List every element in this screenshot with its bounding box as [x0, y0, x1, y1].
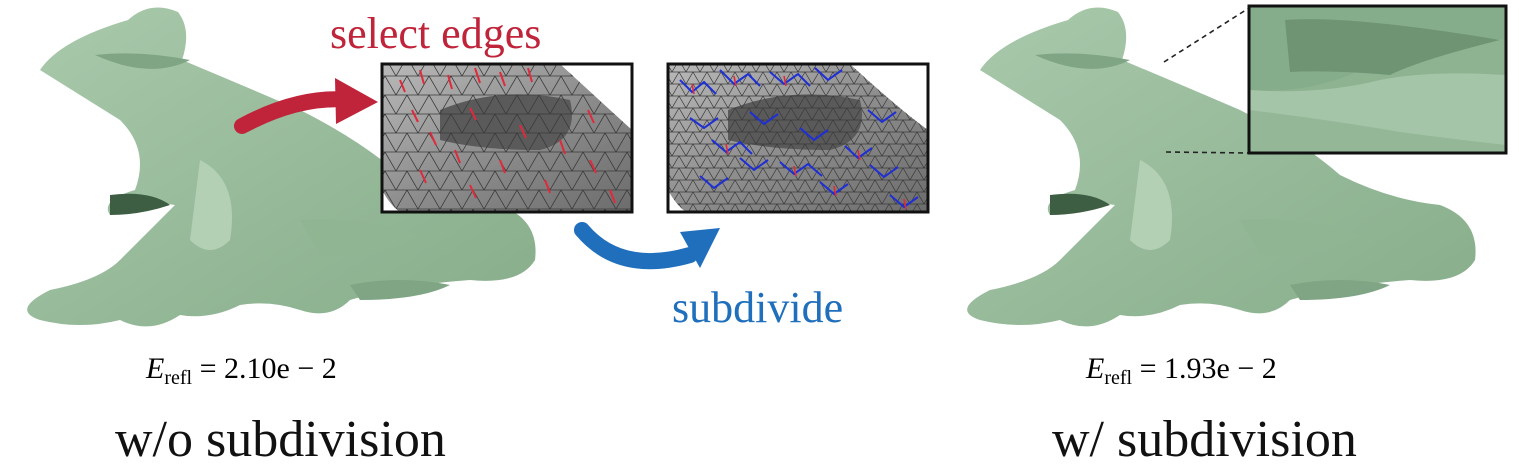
- select-edges-label: select edges: [330, 9, 542, 58]
- error-right: Erefl = 1.93e − 2: [1086, 352, 1277, 390]
- mesh-panel-selected: [380, 62, 634, 214]
- zoom-inset: [1247, 4, 1508, 155]
- select-arrowhead-icon: [335, 78, 378, 124]
- frog-left: [27, 7, 536, 327]
- frog-right: [967, 7, 1476, 327]
- mesh-panel-subdivided: [666, 62, 930, 214]
- error-left: Erefl = 2.10e − 2: [146, 352, 337, 390]
- error-symbol: E: [1086, 352, 1105, 385]
- caption-without-subdivision: w/o subdivision: [115, 411, 446, 468]
- error-subscript: refl: [1104, 367, 1133, 389]
- zoom-connector-top: [1163, 7, 1250, 63]
- subdivide-arrow-icon: [574, 222, 698, 270]
- caption-with-subdivision: w/ subdivision: [1052, 411, 1357, 468]
- subdivide-arrowhead-icon: [680, 228, 720, 268]
- subdivide-label: subdivide: [672, 283, 844, 332]
- zoom-connector-bottom: [1165, 151, 1250, 154]
- error-left-value: = 2.10e − 2: [199, 352, 337, 385]
- error-right-value: = 1.93e − 2: [1139, 352, 1277, 385]
- error-symbol: E: [146, 352, 165, 385]
- error-subscript: refl: [164, 367, 193, 389]
